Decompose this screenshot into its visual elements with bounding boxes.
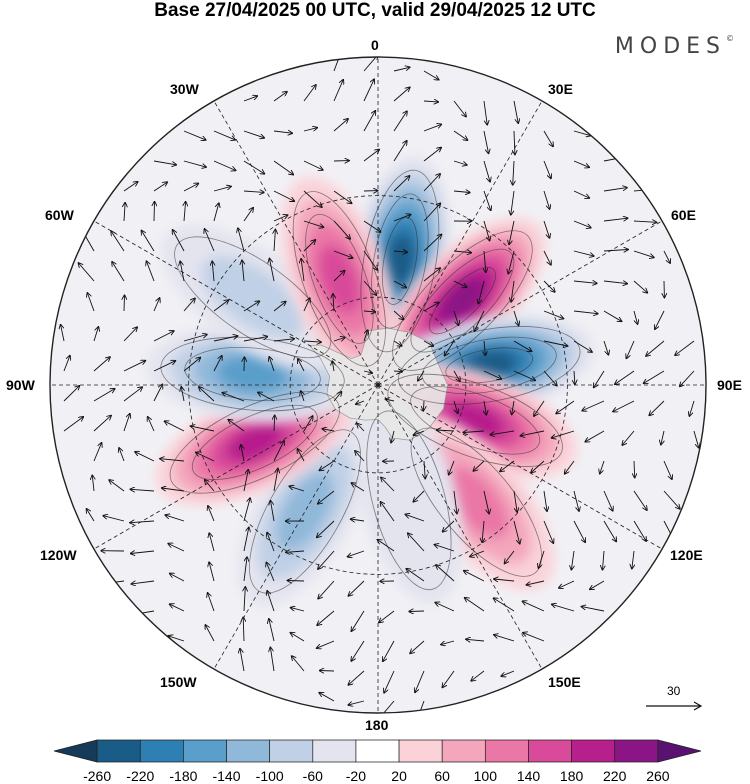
colorbar-tick-label: -260 <box>83 768 111 784</box>
colorbar-cell <box>54 740 97 762</box>
colorbar-cell <box>658 740 701 762</box>
wind-arrow <box>124 295 125 311</box>
colorbar-tick-label: -220 <box>126 768 154 784</box>
colorbar-tick-label: -180 <box>169 768 197 784</box>
colorbar-cell <box>97 740 140 762</box>
reference-vector-label: 30 <box>667 684 680 698</box>
lon-label-150w: 150W <box>160 674 197 690</box>
colorbar-cell <box>140 740 183 762</box>
colorbar-cell <box>227 740 270 762</box>
lon-label-180: 180 <box>365 717 388 733</box>
lon-label-90w: 90W <box>6 377 35 393</box>
colorbar-tick-label: 60 <box>434 768 450 784</box>
wind-arrow <box>288 581 305 582</box>
colorbar-cell <box>356 740 399 762</box>
pole-marker <box>376 383 380 387</box>
lon-label-0: 0 <box>371 37 379 53</box>
lon-label-30e: 30E <box>548 81 573 97</box>
colorbar-cell <box>442 740 485 762</box>
colorbar-tick-label: -20 <box>346 768 366 784</box>
wind-arrow <box>394 371 402 372</box>
colorbar-cell <box>270 740 313 762</box>
colorbar-cell <box>313 740 356 762</box>
lon-label-90e: 90E <box>717 377 742 393</box>
colorbar-tick-label: 180 <box>560 768 583 784</box>
colorbar-tick-label: -140 <box>212 768 240 784</box>
colorbar-cell <box>485 740 528 762</box>
wind-arrow <box>320 671 334 672</box>
colorbar-tick-label: 20 <box>391 768 407 784</box>
colorbar-cell <box>528 740 571 762</box>
colorbar-cell <box>615 740 658 762</box>
wind-arrow <box>154 202 155 221</box>
colorbar-tick-label: -60 <box>303 768 323 784</box>
lon-label-120e: 120E <box>670 547 703 563</box>
wind-arrow <box>423 401 424 410</box>
lon-label-30w: 30W <box>170 81 199 97</box>
colorbar-tick-label: -100 <box>256 768 284 784</box>
wind-arrow <box>409 611 424 612</box>
colorbar-cell <box>183 740 226 762</box>
colorbar-tick-label: 100 <box>474 768 497 784</box>
colorbar <box>0 738 750 768</box>
colorbar-cell <box>572 740 615 762</box>
colorbar-tick-label: 260 <box>646 768 669 784</box>
colorbar-cell <box>399 740 442 762</box>
lon-label-60e: 60E <box>671 207 696 223</box>
lon-label-120w: 120W <box>40 547 77 563</box>
lon-label-150e: 150E <box>548 674 581 690</box>
lon-label-60w: 60W <box>45 207 74 223</box>
colorbar-tick-label: 140 <box>517 768 540 784</box>
colorbar-tick-label: 220 <box>603 768 626 784</box>
